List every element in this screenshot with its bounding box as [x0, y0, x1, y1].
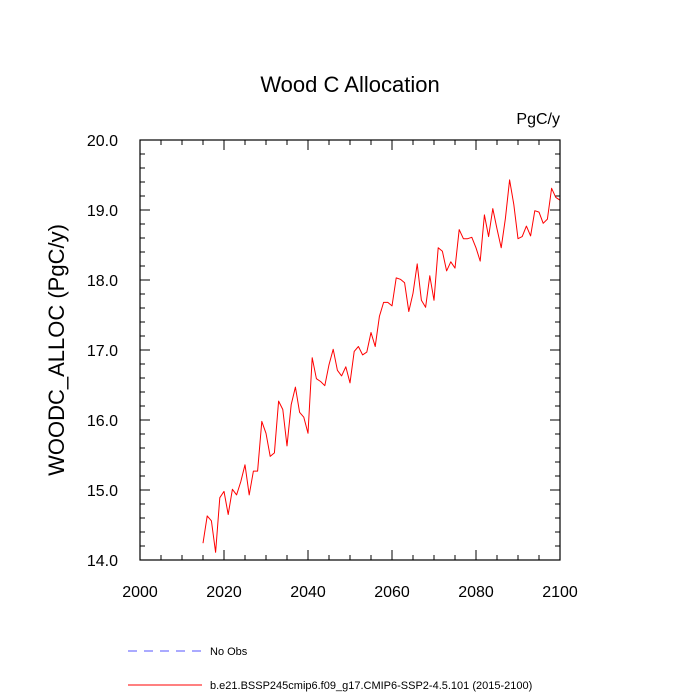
y-tick-label: 16.0 — [87, 413, 118, 430]
legend-label-no-obs: No Obs — [210, 646, 248, 658]
x-tick-label: 2000 — [122, 584, 158, 601]
y-tick-label: 14.0 — [87, 553, 118, 570]
units-label: PgC/y — [516, 111, 560, 128]
series-line — [202, 179, 561, 553]
tick-labels: 2000 2020 2040 2060 2080 2100 14.0 15.0 16.0 17.0… — [87, 133, 578, 601]
x-tick-label: 2020 — [206, 584, 242, 601]
plot-frame — [139, 139, 561, 561]
x-tick-label: 2040 — [290, 584, 326, 601]
y-tick-label: 19.0 — [87, 203, 118, 220]
y-axis-label: WOODC_ALLOC (PgC/y) — [44, 224, 69, 476]
y-tick-label: 15.0 — [87, 483, 118, 500]
chart-title: Wood C Allocation — [260, 72, 439, 97]
series-layer — [202, 179, 561, 553]
y-tick-label: 17.0 — [87, 343, 118, 360]
axis-ticks — [139, 139, 561, 561]
x-tick-label: 2060 — [374, 584, 410, 601]
legend-label-model-run: b.e21.BSSP245cmip6.f09_g17.CMIP6-SSP2-4.… — [210, 680, 532, 692]
x-tick-label: 2100 — [542, 584, 578, 601]
legend: No Obs b.e21.BSSP245cmip6.f09_g17.CMIP6-… — [128, 646, 532, 692]
x-tick-label: 2080 — [458, 584, 494, 601]
y-tick-label: 20.0 — [87, 133, 118, 150]
y-tick-label: 18.0 — [87, 273, 118, 290]
